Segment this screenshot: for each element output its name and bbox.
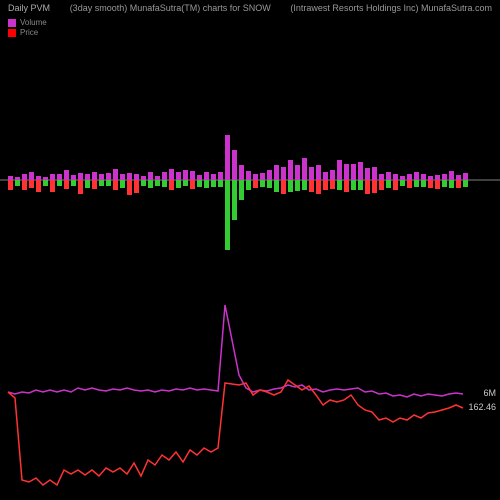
header-right-label: (Intrawest Resorts Holdings Inc) MunafaS… — [290, 3, 492, 13]
legend-volume: Volume — [8, 18, 492, 28]
header-center-label: (3day smooth) MunafaSutra(TM) charts for… — [50, 3, 290, 13]
chart-header: Daily PVM (3day smooth) MunafaSutra(TM) … — [0, 0, 500, 16]
chart-area: 6M 162.46 — [0, 40, 500, 500]
volume-axis-label: 6M — [483, 388, 496, 398]
legend-price-label: Price — [20, 28, 38, 38]
chart-svg — [0, 40, 500, 500]
legend-swatch-price — [8, 29, 16, 37]
legend-price: Price — [8, 28, 492, 38]
header-left-label: Daily PVM — [8, 3, 50, 13]
chart-legend: Volume Price — [0, 16, 500, 40]
legend-volume-label: Volume — [20, 18, 47, 28]
price-axis-label: 162.46 — [468, 402, 496, 412]
legend-swatch-volume — [8, 19, 16, 27]
